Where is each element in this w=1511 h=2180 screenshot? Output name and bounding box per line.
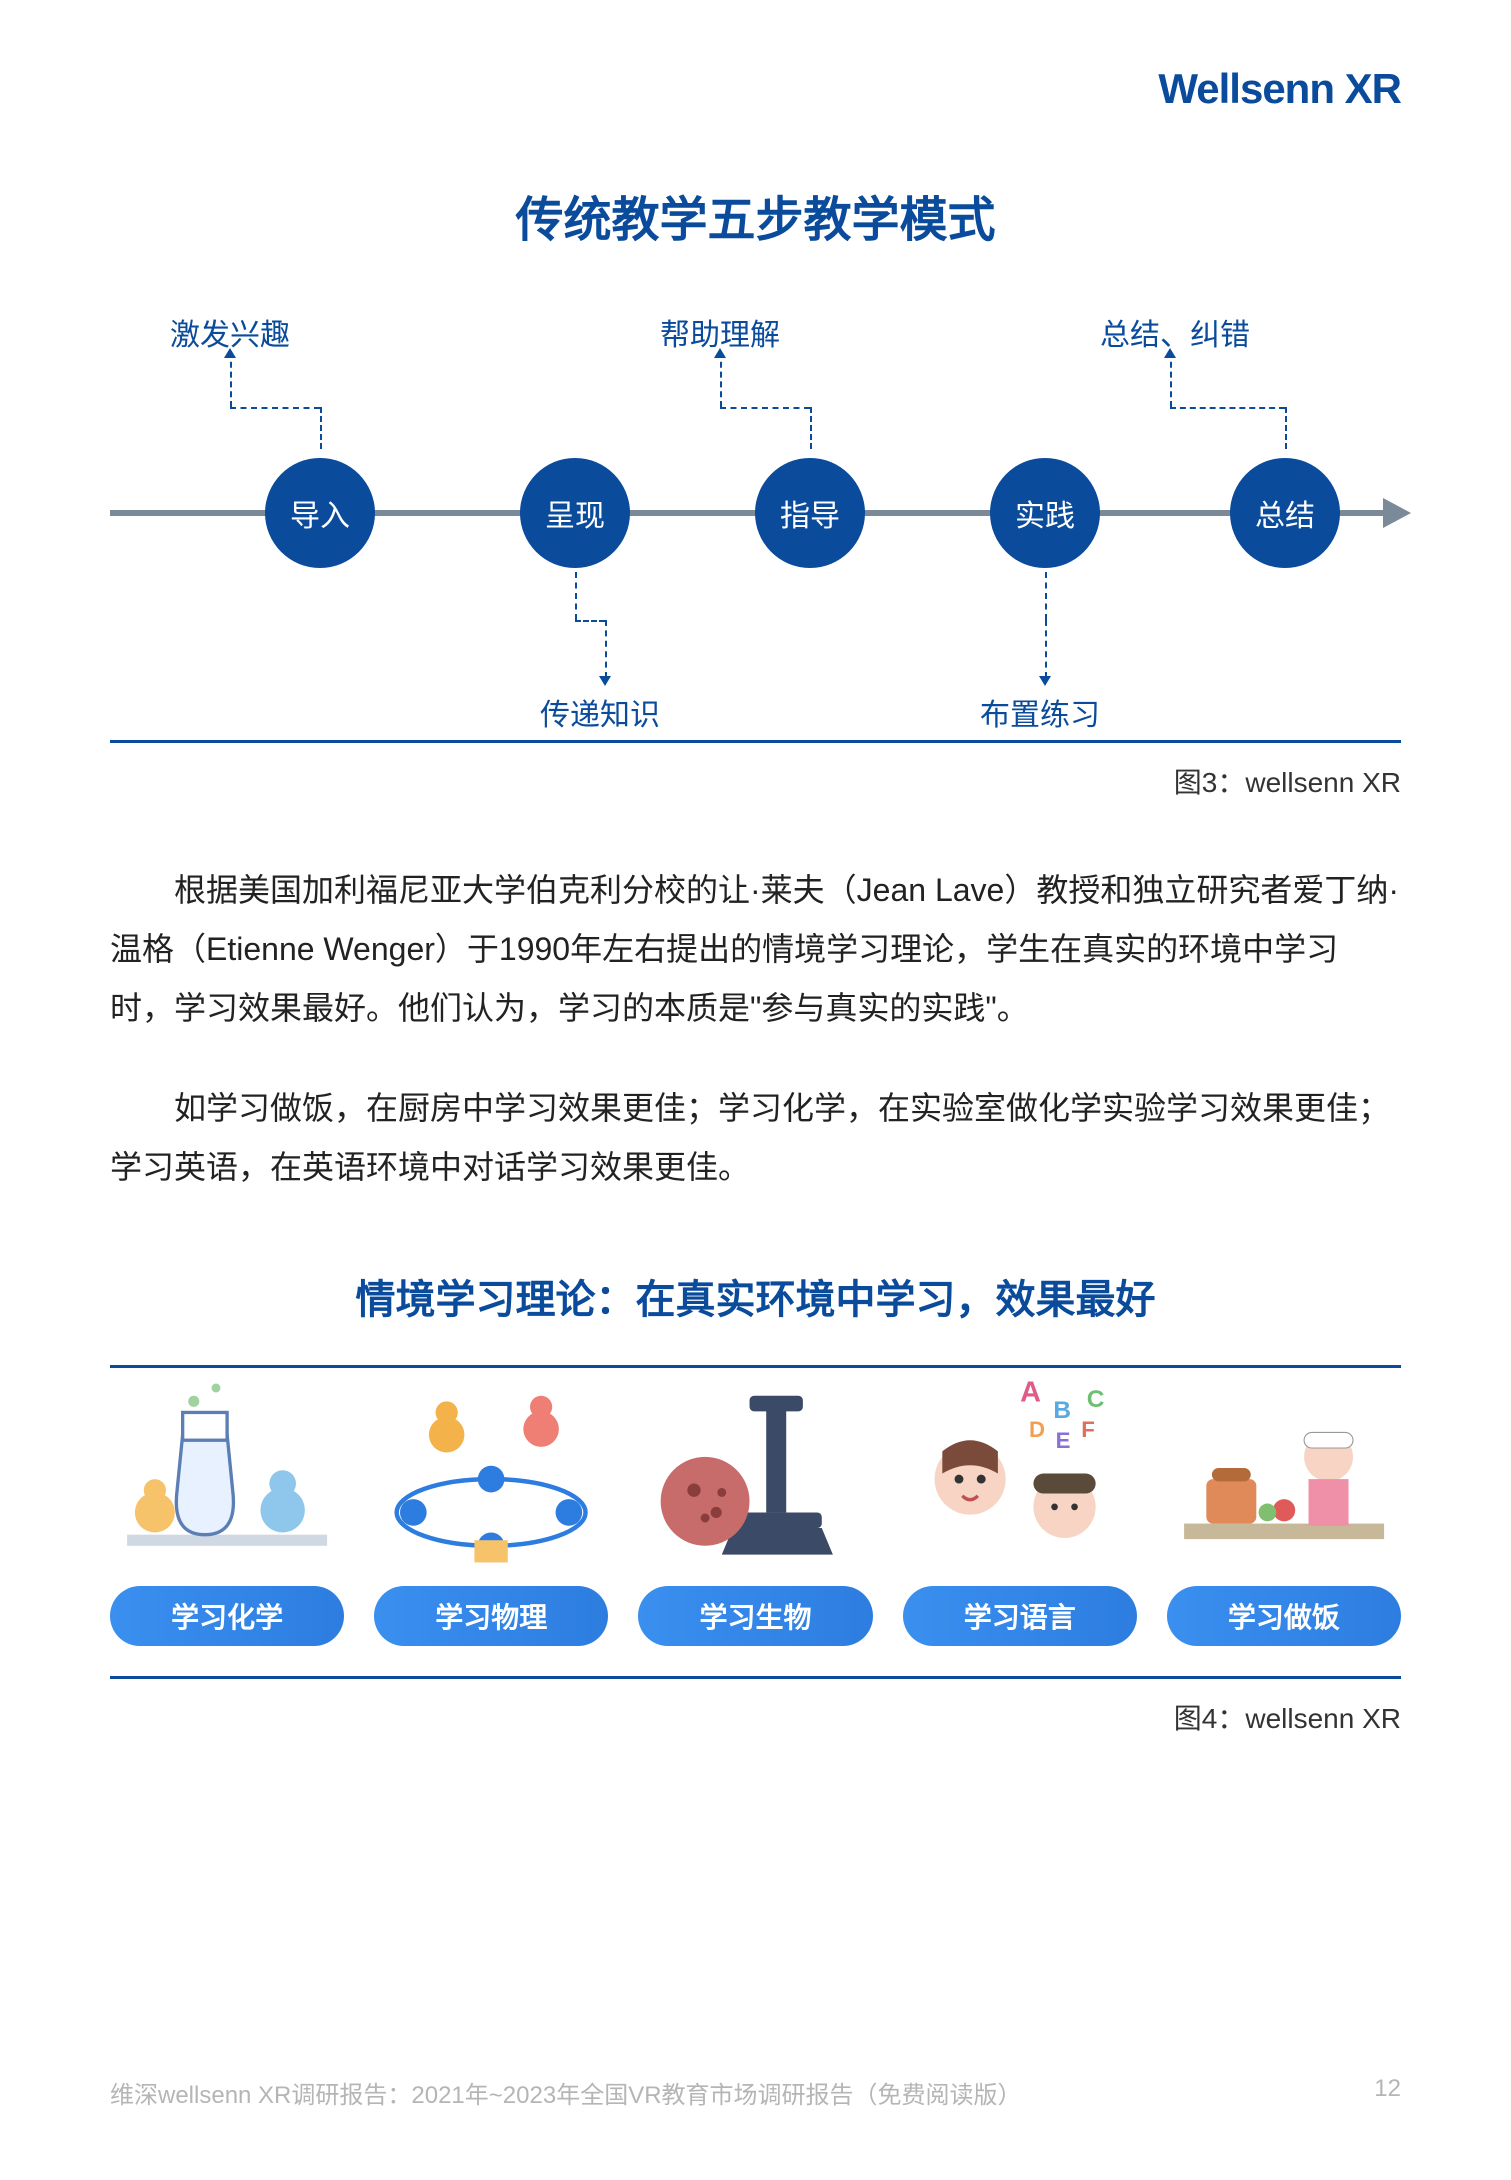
annotation-label: 布置练习 bbox=[980, 690, 1100, 734]
divider bbox=[110, 740, 1401, 743]
learning-card: 学习做饭 bbox=[1167, 1368, 1401, 1646]
divider bbox=[110, 1676, 1401, 1679]
annotation-label: 帮助理解 bbox=[660, 310, 780, 354]
footer-text: 维深wellsenn XR调研报告：2021年~2023年全国VR教育市场调研报… bbox=[110, 2075, 1022, 2110]
brand-logo: Wellsenn XR bbox=[1158, 65, 1401, 113]
learning-cards: 学习化学 学习物理 学习生物 A B C D E F 学习语言 学 bbox=[110, 1368, 1401, 1646]
svg-text:E: E bbox=[1055, 1428, 1070, 1453]
svg-text:A: A bbox=[1020, 1376, 1041, 1408]
svg-text:B: B bbox=[1053, 1397, 1071, 1424]
learning-card: 学习物理 bbox=[374, 1368, 608, 1646]
physics-illustration bbox=[374, 1368, 608, 1568]
page-footer: 维深wellsenn XR调研报告：2021年~2023年全国VR教育市场调研报… bbox=[110, 2075, 1401, 2110]
card-label: 学习做饭 bbox=[1167, 1586, 1401, 1646]
process-node: 指导 bbox=[755, 458, 865, 568]
learning-card: 学习生物 bbox=[638, 1368, 872, 1646]
chemistry-illustration bbox=[110, 1368, 344, 1568]
annotation-label: 激发兴趣 bbox=[170, 310, 290, 354]
card-label: 学习化学 bbox=[110, 1586, 344, 1646]
language-illustration: A B C D E F bbox=[903, 1368, 1137, 1568]
section-subtitle: 情境学习理论：在真实环境中学习，效果最好 bbox=[110, 1267, 1401, 1325]
svg-text:D: D bbox=[1029, 1417, 1045, 1442]
card-label: 学习物理 bbox=[374, 1586, 608, 1646]
svg-text:C: C bbox=[1086, 1386, 1104, 1413]
biology-illustration bbox=[638, 1368, 872, 1568]
paragraph-1: 根据美国加利福尼亚大学伯克利分校的让·莱夫（Jean Lave）教授和独立研究者… bbox=[110, 861, 1401, 1039]
card-label: 学习生物 bbox=[638, 1586, 872, 1646]
figure-caption-3: 图3：wellsenn XR bbox=[110, 761, 1401, 801]
learning-card: A B C D E F 学习语言 bbox=[903, 1368, 1137, 1646]
svg-text:F: F bbox=[1081, 1417, 1095, 1442]
paragraph-2: 如学习做饭，在厨房中学习效果更佳；学习化学，在实验室做化学实验学习效果更佳；学习… bbox=[110, 1079, 1401, 1197]
process-node: 实践 bbox=[990, 458, 1100, 568]
annotation-label: 传递知识 bbox=[540, 690, 660, 734]
figure-caption-4: 图4：wellsenn XR bbox=[110, 1697, 1401, 1737]
cooking-illustration bbox=[1167, 1368, 1401, 1568]
process-diagram: 导入呈现指导实践总结激发兴趣帮助理解总结、纠错传递知识布置练习 bbox=[110, 310, 1401, 730]
card-label: 学习语言 bbox=[903, 1586, 1137, 1646]
axis-arrowhead bbox=[1383, 498, 1411, 528]
process-node: 呈现 bbox=[520, 458, 630, 568]
annotation-label: 总结、纠错 bbox=[1100, 310, 1250, 354]
process-node: 总结 bbox=[1230, 458, 1340, 568]
page-title: 传统教学五步教学模式 bbox=[110, 180, 1401, 250]
page-number: 12 bbox=[1374, 2075, 1401, 2110]
process-node: 导入 bbox=[265, 458, 375, 568]
learning-card: 学习化学 bbox=[110, 1368, 344, 1646]
